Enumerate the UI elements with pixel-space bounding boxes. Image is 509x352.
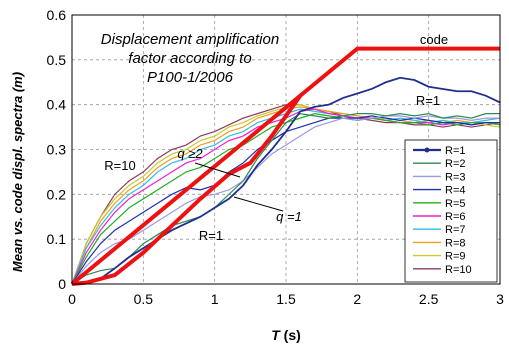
axis-layer: 0 0.1 0.2 0.3 0.4 0.5 0.6 0 0.5 1 1.5 2 2.5 3 xyxy=(47,7,505,307)
y-tick-label: 0 xyxy=(58,276,66,292)
legend-marker xyxy=(424,147,430,153)
x-axis-label-unit: (s) xyxy=(280,327,301,343)
legend-entry-label: R=9 xyxy=(445,251,466,263)
legend-entry-label: R=8 xyxy=(445,237,466,249)
annotation-box-line-3: P100-1/2006 xyxy=(147,69,234,86)
q2-label: q ≥2 xyxy=(177,146,203,161)
x-tick-label: 1 xyxy=(211,291,219,307)
x-tick-label: 0 xyxy=(68,291,76,307)
code-label: code xyxy=(420,32,448,47)
legend-entry-label: R=3 xyxy=(445,171,466,183)
y-tick-label: 0.4 xyxy=(47,97,67,113)
legend-entry-label: R=1 xyxy=(445,145,466,157)
r10-label: R=10 xyxy=(104,158,135,173)
y-tick-label: 0.3 xyxy=(47,142,67,158)
legend-entry-label: R=7 xyxy=(445,224,466,236)
x-axis-label: T (s) xyxy=(271,327,301,343)
plot-frame xyxy=(71,14,501,285)
y-axis-label: Mean vs. code displ. spectra (m) xyxy=(10,72,25,272)
annotation-box-line-2: factor according to xyxy=(128,50,251,67)
code-spectrum-line xyxy=(70,46,500,286)
legend-entry-label: R=2 xyxy=(445,158,466,170)
r1-bottom-label: R=1 xyxy=(199,228,223,243)
y-tick-label: 0.6 xyxy=(47,7,67,23)
y-tick-label: 0.2 xyxy=(47,186,67,202)
x-axis-label-symbol: T xyxy=(271,327,281,343)
amplification-factor-line xyxy=(71,94,302,286)
x-tick-label: 2 xyxy=(353,291,361,307)
series-line-r2 xyxy=(71,113,500,285)
legend: R=1R=2R=3 R=4R=5R=6R=7R=8 R=9R=10 xyxy=(404,139,498,283)
annotation-box-line-1: Displacement amplification xyxy=(101,31,279,48)
q1-label: q =1 xyxy=(276,209,302,224)
x-tick-label: 0.5 xyxy=(134,291,154,307)
legend-entry-label: R=10 xyxy=(445,264,472,276)
annotation-layer: Displacement amplification factor accord… xyxy=(101,31,448,243)
r1-top-label: R=1 xyxy=(416,93,440,108)
x-tick-label: 1.5 xyxy=(276,291,296,307)
x-tick-label: 3 xyxy=(496,291,504,307)
series-layer xyxy=(70,46,501,286)
x-tick-label: 2.5 xyxy=(419,291,439,307)
legend-entry-label: R=4 xyxy=(445,185,466,197)
q2-arrow xyxy=(194,162,241,178)
legend-entry-label: R=5 xyxy=(445,198,466,210)
q1-arrow xyxy=(233,196,284,212)
series-line-r3 xyxy=(71,115,500,285)
series-line-r1 xyxy=(71,76,501,285)
legend-entry-label: R=6 xyxy=(445,211,466,223)
y-tick-label: 0.1 xyxy=(47,231,67,247)
y-tick-label: 0.5 xyxy=(47,52,67,68)
